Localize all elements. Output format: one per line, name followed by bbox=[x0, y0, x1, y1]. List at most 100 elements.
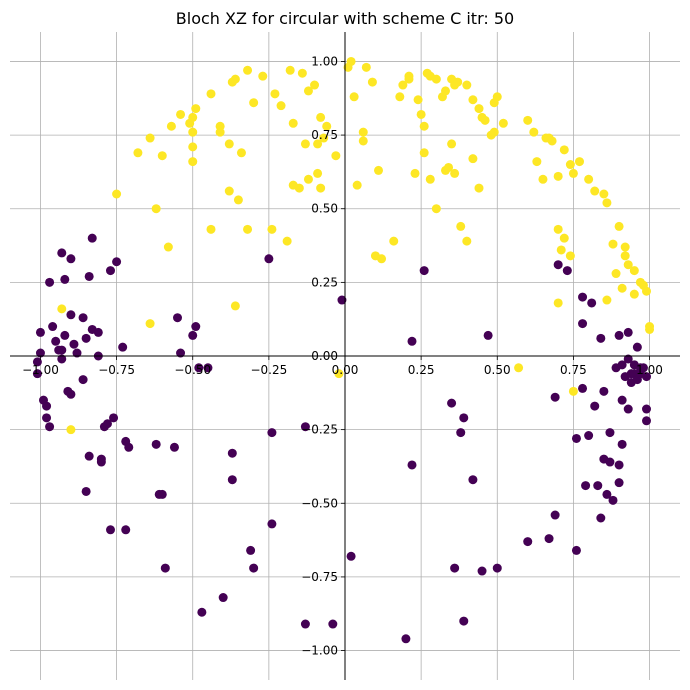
scatter-point bbox=[444, 162, 454, 172]
scatter-point bbox=[614, 221, 624, 231]
scatter-point bbox=[112, 257, 122, 267]
scatter-point bbox=[538, 174, 548, 184]
scatter-point bbox=[300, 422, 310, 432]
y-tick-label: −1.00 bbox=[301, 644, 338, 658]
scatter-point bbox=[297, 68, 307, 78]
scatter-point bbox=[431, 74, 441, 84]
scatter-point bbox=[544, 534, 554, 544]
scatter-point bbox=[87, 233, 97, 243]
scatter-point bbox=[483, 330, 493, 340]
scatter-point bbox=[230, 301, 240, 311]
data-points bbox=[32, 56, 655, 644]
scatter-point bbox=[224, 186, 234, 196]
scatter-point bbox=[565, 251, 575, 261]
scatter-point bbox=[480, 115, 490, 125]
scatter-point bbox=[285, 65, 295, 75]
scatter-point bbox=[313, 168, 323, 178]
scatter-point bbox=[35, 327, 45, 337]
scatter-point bbox=[565, 160, 575, 170]
scatter-point bbox=[334, 369, 344, 379]
scatter-point bbox=[69, 339, 79, 349]
scatter-point bbox=[282, 236, 292, 246]
scatter-point bbox=[191, 104, 201, 114]
scatter-point bbox=[523, 537, 533, 547]
scatter-point bbox=[78, 375, 88, 385]
x-tick-label: 0.75 bbox=[560, 363, 587, 377]
scatter-point bbox=[581, 481, 591, 491]
scatter-point bbox=[602, 489, 612, 499]
scatter-point bbox=[642, 404, 651, 414]
scatter-point bbox=[553, 171, 563, 181]
scatter-point bbox=[270, 89, 280, 99]
scatter-point bbox=[468, 475, 478, 485]
scatter-point bbox=[32, 357, 42, 367]
scatter-point bbox=[404, 71, 414, 81]
scatter-point bbox=[337, 295, 347, 305]
scatter-point bbox=[568, 168, 578, 178]
scatter-point bbox=[227, 475, 237, 485]
scatter-point bbox=[410, 168, 420, 178]
scatter-point bbox=[106, 266, 115, 276]
scatter-point bbox=[35, 348, 45, 358]
scatter-point bbox=[124, 442, 134, 452]
scatter-point bbox=[571, 433, 581, 443]
scatter-point bbox=[389, 236, 399, 246]
scatter-point bbox=[441, 86, 450, 96]
scatter-point bbox=[57, 354, 67, 364]
scatter-point bbox=[544, 133, 554, 143]
scatter-point bbox=[559, 233, 569, 243]
scatter-point bbox=[322, 121, 332, 131]
scatter-point bbox=[188, 142, 198, 152]
scatter-point bbox=[605, 457, 615, 467]
scatter-point bbox=[596, 333, 606, 343]
scatter-point bbox=[42, 401, 52, 411]
x-tick-label: 0.00 bbox=[332, 363, 359, 377]
scatter-point bbox=[553, 260, 563, 270]
scatter-point bbox=[523, 115, 533, 125]
scatter-point bbox=[361, 62, 371, 72]
scatter-point bbox=[188, 112, 198, 122]
y-tick-label: 0.00 bbox=[311, 349, 338, 363]
scatter-point bbox=[233, 195, 243, 205]
scatter-point bbox=[42, 413, 52, 423]
scatter-point bbox=[596, 513, 606, 523]
scatter-point bbox=[571, 545, 581, 555]
scatter-point bbox=[377, 254, 387, 264]
scatter-point bbox=[590, 186, 600, 196]
tick-labels: −1.00 −0.75 −0.50 −0.25 0.00 0.25 0.50 0.75 1.00… bbox=[22, 54, 663, 657]
scatter-point bbox=[288, 180, 298, 190]
scatter-point bbox=[395, 92, 405, 102]
scatter-point bbox=[230, 74, 240, 84]
y-tick-label: 1.00 bbox=[311, 54, 338, 68]
scatter-point bbox=[419, 148, 429, 158]
scatter-point bbox=[206, 224, 216, 234]
scatter-point bbox=[236, 148, 246, 158]
scatter-point bbox=[106, 525, 115, 535]
scatter-point bbox=[578, 319, 588, 329]
y-tick-label: −0.75 bbox=[301, 570, 338, 584]
scatter-point bbox=[474, 104, 484, 114]
scatter-point bbox=[173, 313, 182, 323]
scatter-point bbox=[559, 145, 569, 155]
scatter-point bbox=[349, 92, 359, 102]
scatter-point bbox=[419, 121, 429, 131]
scatter-point bbox=[550, 510, 560, 520]
scatter-point bbox=[243, 65, 253, 75]
scatter-point bbox=[447, 139, 457, 149]
scatter-point bbox=[197, 607, 207, 617]
scatter-point bbox=[489, 98, 499, 108]
scatter-point bbox=[474, 183, 484, 193]
scatter-point bbox=[358, 136, 368, 146]
scatter-point bbox=[532, 157, 542, 167]
scatter-point bbox=[145, 319, 155, 329]
scatter-point bbox=[151, 439, 161, 449]
scatter-point bbox=[608, 495, 618, 505]
scatter-point bbox=[642, 286, 651, 296]
scatter-point bbox=[605, 428, 615, 438]
scatter-point bbox=[453, 77, 463, 87]
scatter-point bbox=[66, 310, 76, 320]
scatter-point bbox=[81, 486, 91, 496]
scatter-point bbox=[188, 157, 198, 167]
scatter-point bbox=[48, 322, 58, 332]
x-tick-label: −0.25 bbox=[250, 363, 287, 377]
